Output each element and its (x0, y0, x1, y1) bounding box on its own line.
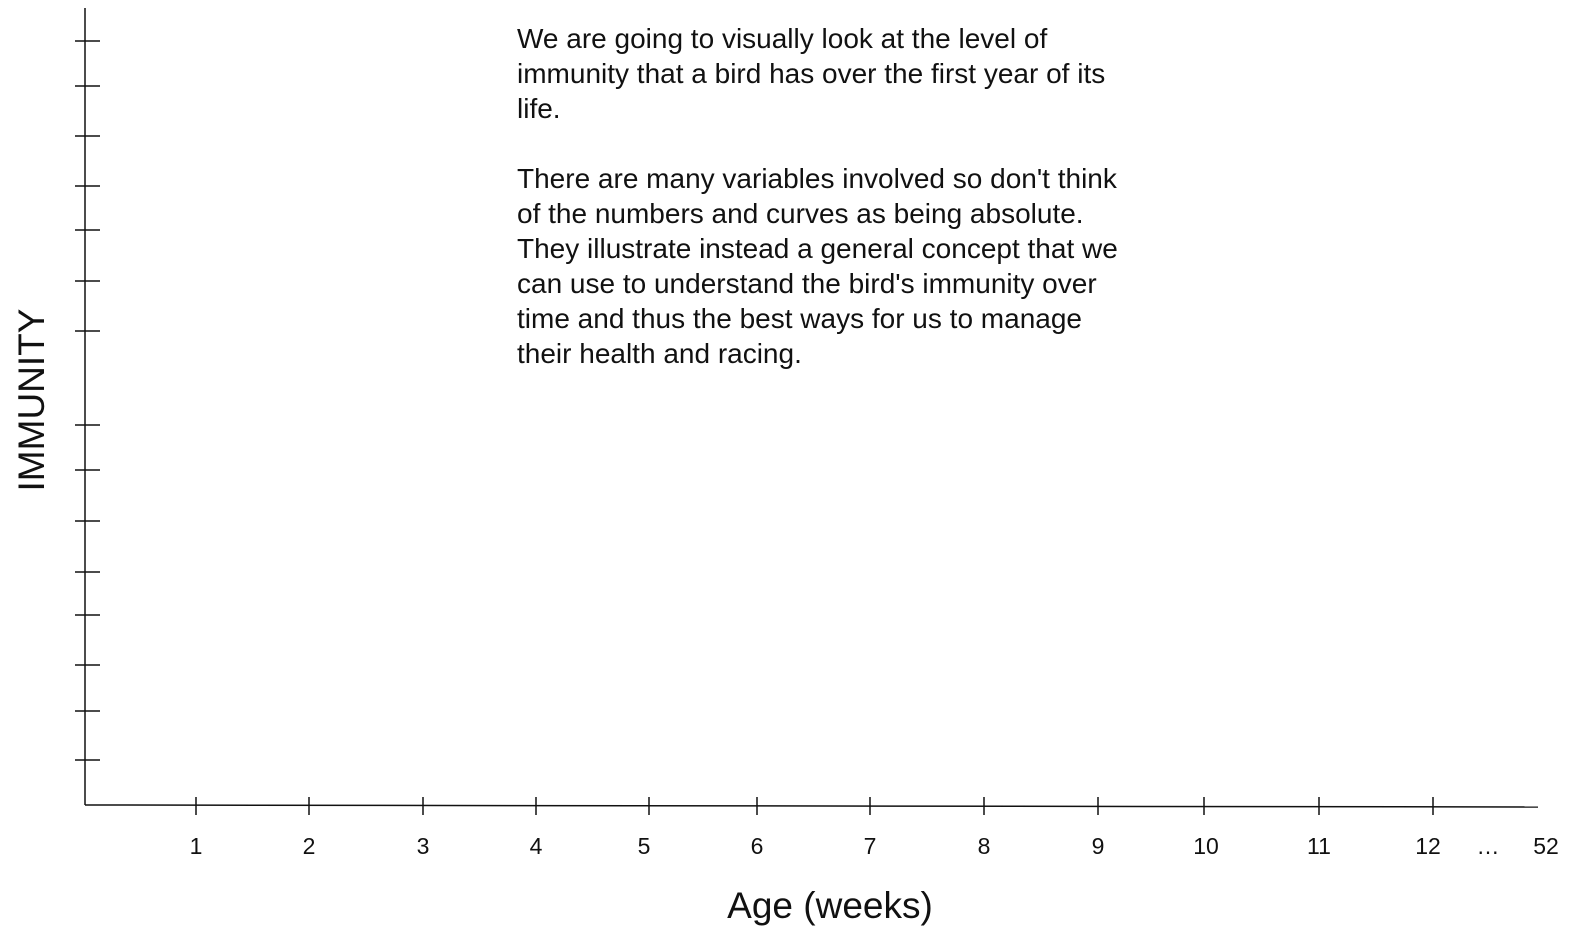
x-tick-label: 11 (1307, 833, 1331, 859)
x-tick-label: 1 (190, 833, 203, 859)
x-tick-label: 4 (530, 833, 543, 859)
x-tick-label: 5 (638, 833, 651, 859)
x-axis-label: Age (weeks) (727, 885, 933, 926)
x-tick-label: 6 (751, 833, 764, 859)
y-axis-label: IMMUNITY (11, 309, 52, 492)
x-tick-label: 8 (978, 833, 991, 859)
paragraph-line: immunity that a bird has over the first … (517, 58, 1105, 89)
paragraph-line: time and thus the best ways for us to ma… (517, 303, 1082, 334)
x-tick-label: 3 (417, 833, 430, 859)
paragraph-line: life. (517, 93, 561, 124)
x-tick-label: … (1477, 833, 1500, 859)
x-tick-label: 10 (1193, 833, 1219, 859)
paragraph-line: We are going to visually look at the lev… (517, 23, 1047, 54)
paragraph-line: their health and racing. (517, 338, 802, 369)
x-tick-label: 52 (1533, 833, 1559, 859)
x-tick-label: 12 (1415, 833, 1441, 859)
paragraph-line: can use to understand the bird's immunit… (517, 268, 1097, 299)
x-tick-label: 9 (1092, 833, 1105, 859)
x-axis (84, 804, 1539, 808)
paragraph-line: There are many variables involved so don… (517, 163, 1118, 194)
x-tick-label: 2 (303, 833, 316, 859)
paragraph-line: of the numbers and curves as being absol… (517, 198, 1084, 229)
paragraph-line: They illustrate instead a general concep… (517, 233, 1118, 264)
x-tick-label: 7 (864, 833, 877, 859)
